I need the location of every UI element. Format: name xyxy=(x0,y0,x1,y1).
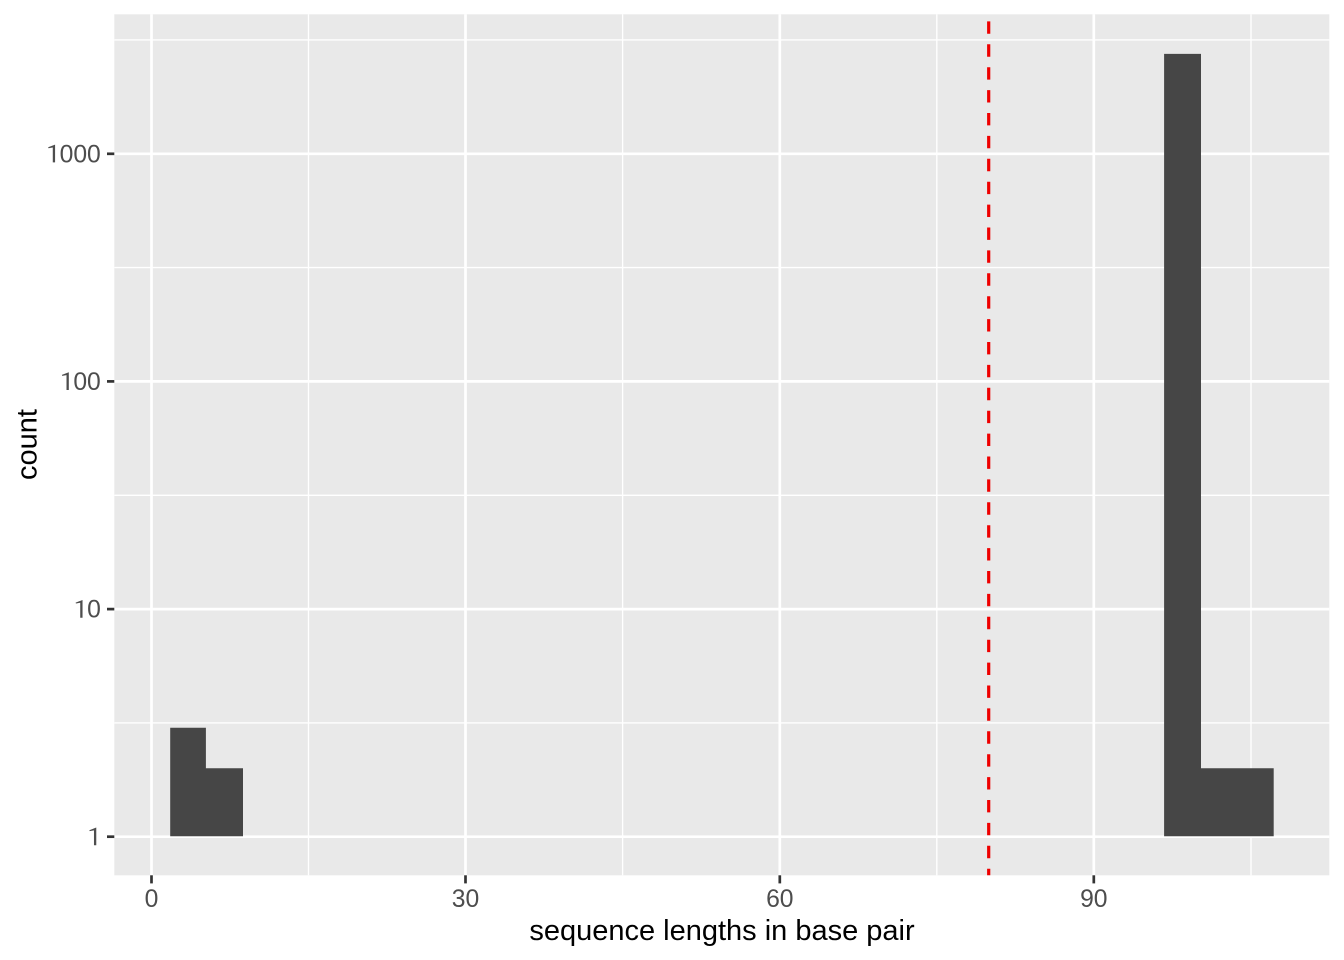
svg-text:60: 60 xyxy=(766,886,793,913)
svg-text:90: 90 xyxy=(1080,886,1107,913)
svg-text:count: count xyxy=(12,409,44,480)
svg-text:0: 0 xyxy=(145,886,159,913)
svg-text:00: 00 xyxy=(73,369,100,396)
svg-text:sequence lengths in base pair: sequence lengths in base pair xyxy=(529,915,915,947)
svg-text:0: 0 xyxy=(87,597,101,624)
svg-text:000: 000 xyxy=(60,141,101,168)
svg-text:30: 30 xyxy=(452,886,479,913)
